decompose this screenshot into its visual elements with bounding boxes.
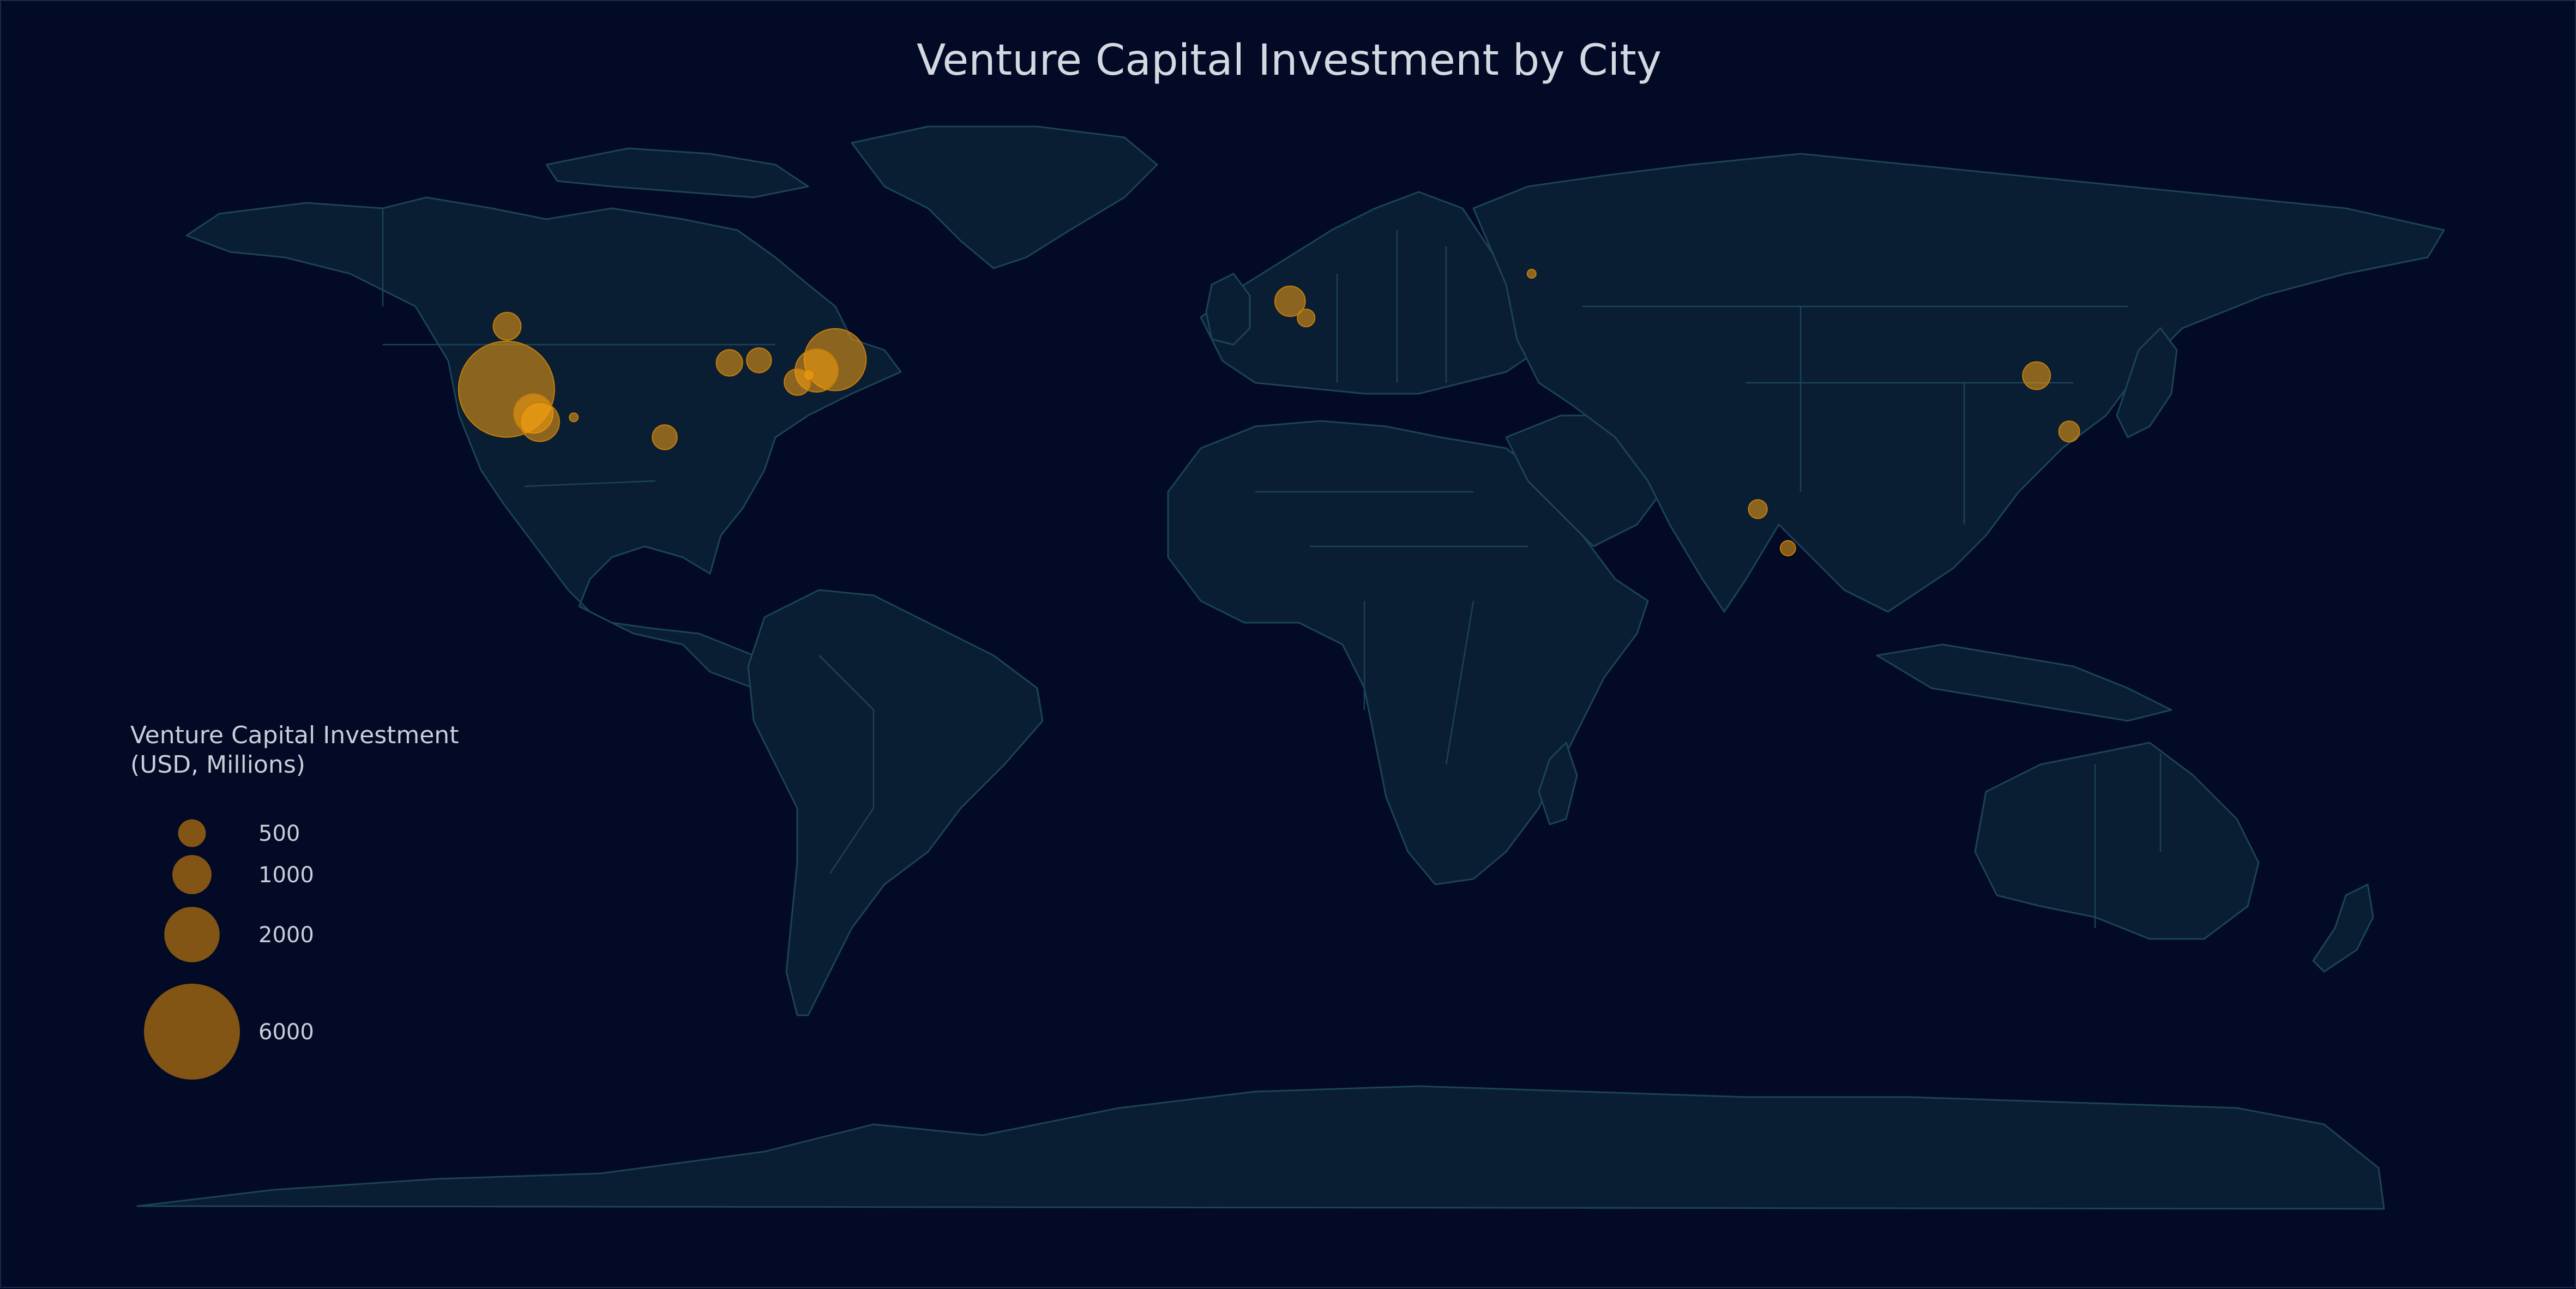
- chart-title: Venture Capital Investment by City: [917, 36, 1662, 85]
- city-bubble: [1526, 269, 1537, 279]
- city-bubble: [652, 424, 678, 450]
- landmass-australia: [1974, 742, 2260, 940]
- city-bubble: [1779, 540, 1796, 557]
- landmass-north-america: [185, 196, 902, 700]
- size-legend: Venture Capital Investment (USD, Million…: [130, 721, 459, 1080]
- border-us-mexico: [524, 480, 656, 487]
- city-bubble: [715, 349, 743, 377]
- city-bubble: [1748, 499, 1768, 519]
- legend-label: 1000: [258, 863, 314, 888]
- legend-swatch: [172, 855, 212, 894]
- legend-items: 500 1000 2000 6000: [144, 819, 314, 1080]
- landmass-new-zealand: [2312, 883, 2374, 973]
- city-bubble: [1274, 285, 1306, 317]
- legend-swatch: [164, 907, 220, 962]
- legend-label: 2000: [258, 923, 314, 948]
- city-bubble: [803, 369, 815, 381]
- border-australia: [2094, 754, 2162, 928]
- city-bubble: [520, 401, 560, 442]
- landmass-south-america: [747, 589, 1044, 1016]
- border-asia: [1582, 305, 2128, 525]
- legend-swatch: [144, 984, 240, 1080]
- border-europe: [1336, 230, 1447, 383]
- legend-label: 500: [258, 821, 300, 846]
- city-bubble: [569, 412, 579, 423]
- landmass-arctic-islands: [545, 147, 809, 198]
- city-bubble: [2022, 361, 2051, 390]
- landmass-japan: [2116, 327, 2178, 438]
- city-bubble: [1297, 309, 1316, 328]
- city-bubble: [492, 312, 522, 341]
- landmass-greenland: [851, 125, 1158, 269]
- city-bubble: [2058, 420, 2080, 443]
- landmass-indonesia: [1876, 643, 2172, 722]
- landmass-antarctica: [136, 1085, 2385, 1210]
- legend-title-line1: Venture Capital Investment: [130, 721, 459, 749]
- legend-title-line2: (USD, Millions): [130, 751, 305, 779]
- border-south-america: [818, 655, 875, 874]
- city-bubble: [746, 347, 772, 374]
- border-africa: [1255, 491, 1528, 765]
- landmass-madagascar: [1538, 742, 1578, 826]
- legend-swatch: [178, 819, 206, 847]
- country-borders: [382, 208, 2162, 928]
- legend-label: 6000: [258, 1020, 314, 1045]
- landmass-britain: [1205, 273, 1251, 346]
- city-bubbles: [458, 269, 2080, 557]
